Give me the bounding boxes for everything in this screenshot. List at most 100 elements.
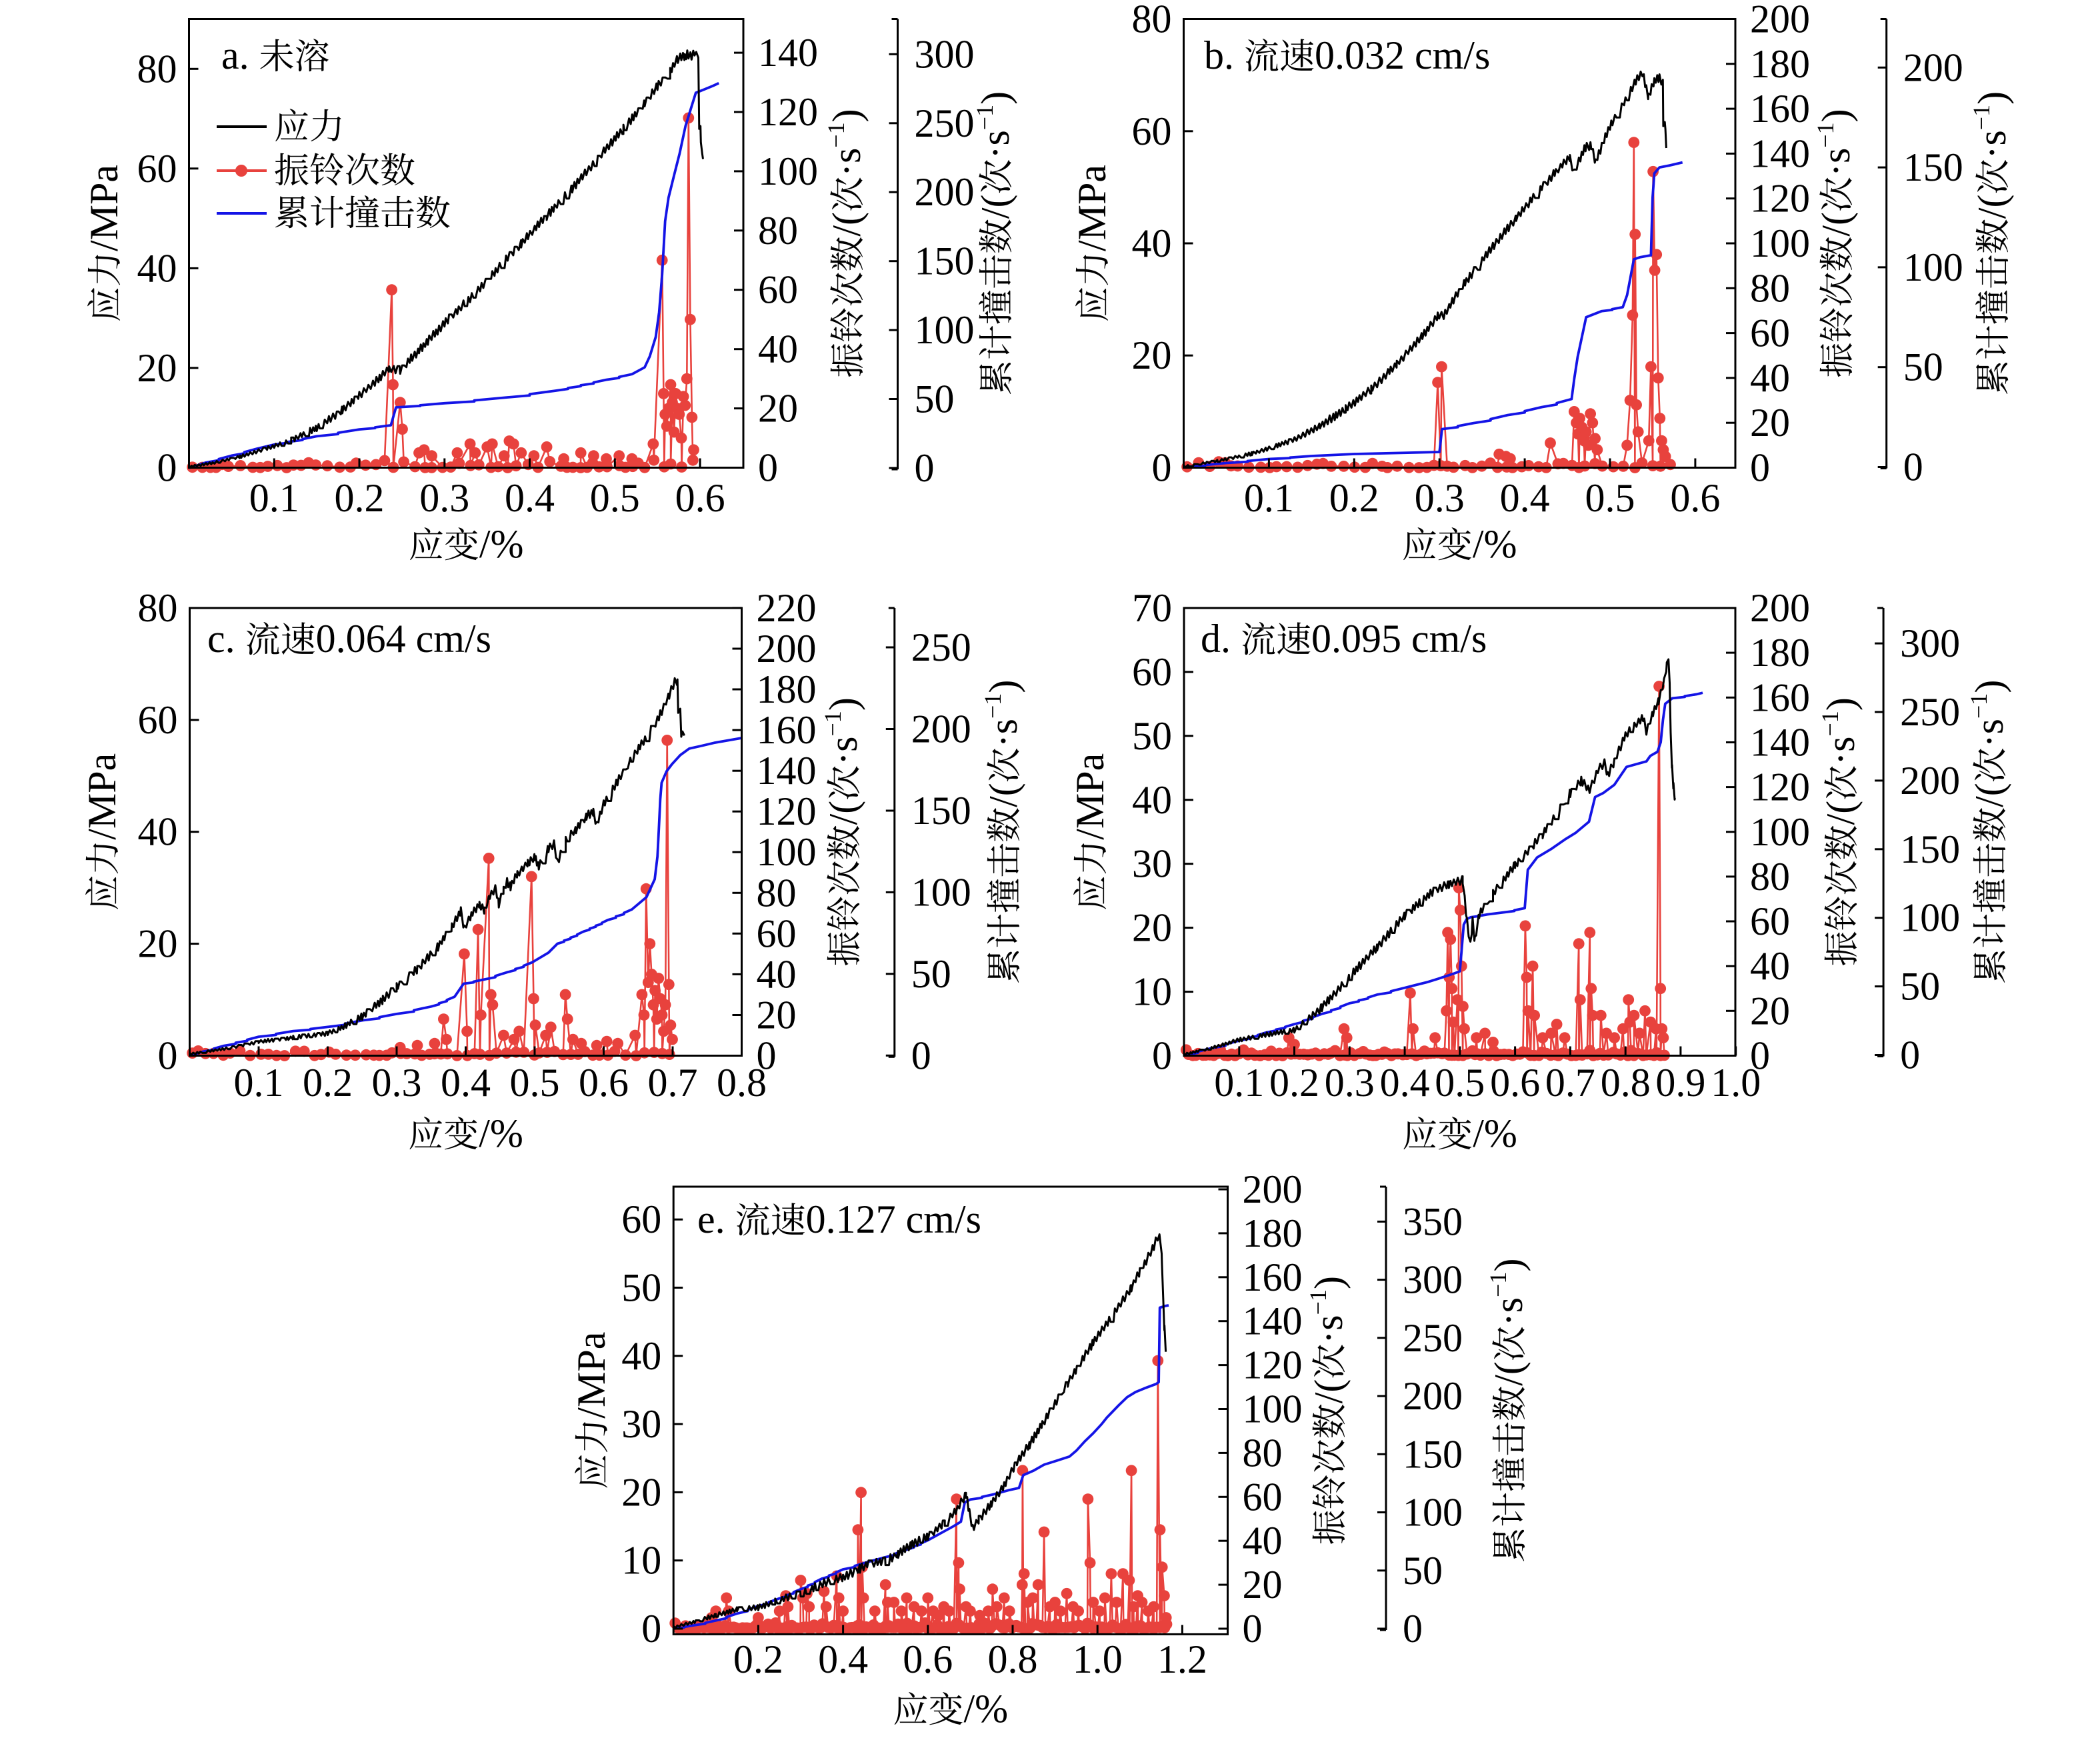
svg-text:−1: −1 <box>1817 711 1843 736</box>
svg-text:0.032 cm/s: 0.032 cm/s <box>1315 33 1490 77</box>
svg-text:/MPa: /MPa <box>82 165 126 251</box>
svg-text:250: 250 <box>911 625 971 669</box>
svg-text:50: 50 <box>621 1266 661 1310</box>
svg-text:150: 150 <box>915 239 975 283</box>
svg-text:e.: e. <box>697 1197 725 1241</box>
svg-text:300: 300 <box>1403 1258 1463 1302</box>
svg-text:10: 10 <box>621 1539 661 1583</box>
svg-text:160: 160 <box>1750 87 1810 131</box>
svg-text:/%: /% <box>479 522 524 566</box>
svg-text:0.6: 0.6 <box>1670 476 1720 520</box>
svg-text:60: 60 <box>1750 311 1790 355</box>
svg-text:0: 0 <box>1750 1034 1770 1078</box>
svg-text:60: 60 <box>621 1197 661 1241</box>
svg-text:·s: ·s <box>973 130 1017 159</box>
svg-text:·s: ·s <box>821 736 865 765</box>
svg-text:30: 30 <box>1132 842 1172 886</box>
svg-text:): ) <box>821 697 865 711</box>
svg-text:·s: ·s <box>1819 736 1863 765</box>
svg-text:0.3: 0.3 <box>1325 1061 1375 1105</box>
svg-text:20: 20 <box>138 922 178 966</box>
svg-text:−1: −1 <box>1968 105 1995 130</box>
svg-text:50: 50 <box>911 952 951 996</box>
svg-text:40: 40 <box>621 1334 661 1378</box>
svg-text:60: 60 <box>138 698 178 742</box>
svg-text:160: 160 <box>1750 675 1810 719</box>
svg-text:0: 0 <box>915 446 935 490</box>
svg-text:250: 250 <box>1403 1316 1463 1360</box>
svg-text:20: 20 <box>621 1470 661 1514</box>
svg-text:100: 100 <box>1900 896 1960 940</box>
svg-text:60: 60 <box>137 147 177 191</box>
svg-text:/%: /% <box>479 1111 523 1155</box>
svg-text:200: 200 <box>1750 586 1810 630</box>
svg-text:1.0: 1.0 <box>1073 1637 1123 1681</box>
svg-text:0.1: 0.1 <box>1214 1061 1264 1105</box>
svg-text:200: 200 <box>1403 1374 1463 1418</box>
svg-text:50: 50 <box>1903 345 1943 389</box>
svg-text:80: 80 <box>1750 855 1790 899</box>
svg-text:−1: −1 <box>1812 122 1839 147</box>
svg-text:c.: c. <box>207 617 235 661</box>
svg-text:0: 0 <box>911 1033 931 1077</box>
svg-text:40: 40 <box>1750 944 1790 988</box>
svg-text:): ) <box>981 680 1025 693</box>
svg-text:a.: a. <box>221 33 249 77</box>
svg-text:0.1: 0.1 <box>249 476 299 520</box>
svg-text:100: 100 <box>1750 221 1810 265</box>
svg-text:/%: /% <box>964 1687 1009 1731</box>
svg-text:40: 40 <box>757 952 797 996</box>
svg-text:300: 300 <box>915 32 975 76</box>
svg-text:/(: /( <box>1814 212 1858 237</box>
svg-text:0.7: 0.7 <box>1545 1061 1595 1105</box>
svg-text:40: 40 <box>138 810 178 854</box>
svg-text:−1: −1 <box>1305 1289 1331 1315</box>
svg-text:0: 0 <box>158 1034 178 1078</box>
svg-text:200: 200 <box>911 707 971 751</box>
svg-text:·s: ·s <box>825 148 869 177</box>
svg-text:60: 60 <box>758 268 798 312</box>
svg-text:/(: /( <box>1970 194 2014 219</box>
svg-text:): ) <box>1814 109 1858 122</box>
svg-text:/(: /( <box>973 194 1017 219</box>
svg-text:0.8: 0.8 <box>988 1637 1038 1681</box>
svg-text:180: 180 <box>1243 1211 1303 1255</box>
svg-text:0.3: 0.3 <box>372 1061 422 1105</box>
svg-text:80: 80 <box>757 871 797 915</box>
svg-text:/(: /( <box>1819 801 1863 825</box>
svg-text:0.2: 0.2 <box>303 1061 353 1105</box>
svg-text:0.4: 0.4 <box>1500 476 1550 520</box>
svg-text:80: 80 <box>137 47 177 91</box>
svg-text:0.1: 0.1 <box>1244 476 1294 520</box>
svg-text:−1: −1 <box>819 711 846 736</box>
svg-text:0.6: 0.6 <box>903 1637 953 1681</box>
svg-text:): ) <box>1970 91 2014 105</box>
svg-text:0: 0 <box>1403 1607 1423 1651</box>
svg-text:0: 0 <box>1750 446 1770 490</box>
svg-text:0.4: 0.4 <box>441 1061 491 1105</box>
svg-text:30: 30 <box>621 1402 661 1446</box>
svg-text:100: 100 <box>915 308 975 352</box>
svg-text:20: 20 <box>1750 989 1790 1033</box>
svg-text:0.2: 0.2 <box>335 476 385 520</box>
svg-text:0.5: 0.5 <box>1585 476 1635 520</box>
svg-text:·s: ·s <box>1487 1297 1531 1326</box>
svg-text:·s: ·s <box>1970 130 2014 159</box>
svg-text:0: 0 <box>1903 445 1923 489</box>
svg-text:20: 20 <box>1243 1563 1283 1607</box>
svg-text:250: 250 <box>915 101 975 145</box>
svg-text:/MPa: /MPa <box>80 753 124 840</box>
svg-text:/MPa: /MPa <box>569 1332 613 1419</box>
svg-text:·s: ·s <box>1967 719 2011 747</box>
svg-text:20: 20 <box>1750 401 1790 445</box>
svg-text:/(: /( <box>821 801 865 825</box>
svg-text:100: 100 <box>757 830 817 874</box>
svg-text:−1: −1 <box>1485 1272 1511 1297</box>
svg-text:180: 180 <box>1750 631 1810 675</box>
svg-text:160: 160 <box>757 708 817 752</box>
svg-text:0.2: 0.2 <box>1329 476 1379 520</box>
svg-text:0.2: 0.2 <box>733 1637 783 1681</box>
svg-text:0.4: 0.4 <box>505 476 555 520</box>
svg-text:20: 20 <box>758 387 798 431</box>
svg-text:150: 150 <box>1903 145 1963 189</box>
